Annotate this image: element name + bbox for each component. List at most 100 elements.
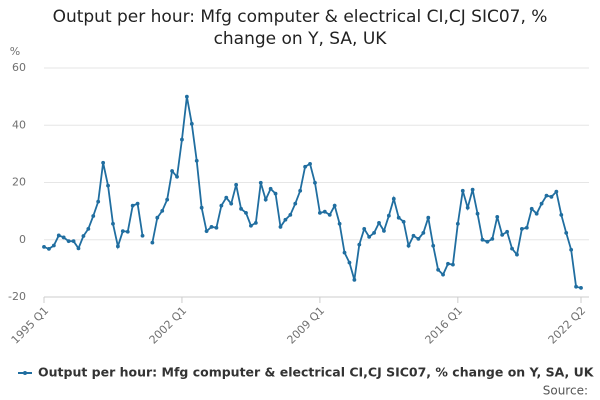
data-point (56, 233, 61, 238)
data-point (120, 229, 125, 234)
data-point (460, 188, 465, 193)
data-point (549, 194, 554, 199)
data-point (436, 267, 441, 272)
data-point (396, 215, 401, 220)
data-point (288, 212, 293, 217)
data-point (91, 214, 96, 218)
data-point (327, 212, 332, 217)
data-point (426, 215, 431, 220)
data-point (234, 182, 239, 187)
data-point (411, 233, 416, 238)
x-tick-label: 2002 Q1 (147, 304, 190, 347)
data-point (308, 161, 312, 166)
data-point (510, 246, 514, 251)
data-point (101, 160, 106, 165)
y-tick-label: -20 (8, 290, 26, 303)
data-point (71, 239, 76, 244)
legend-marker (23, 371, 27, 375)
data-point (451, 262, 455, 267)
x-tick-label: 2022 Q2 (546, 304, 589, 347)
y-tick-label: 60 (12, 61, 26, 74)
data-point (61, 235, 66, 240)
data-point (42, 245, 46, 249)
data-point (76, 246, 81, 251)
data-point (239, 206, 243, 211)
data-point (500, 232, 505, 237)
data-point (244, 210, 248, 215)
y-axis-label: % (10, 45, 20, 58)
data-point (313, 180, 317, 185)
x-tick-label: 1995 Q1 (9, 304, 52, 347)
data-point (180, 137, 184, 142)
data-point (490, 236, 495, 241)
data-point (534, 211, 539, 216)
data-point (199, 205, 204, 210)
data-point (224, 195, 229, 200)
data-point (367, 234, 372, 239)
x-tick-label: 2009 Q1 (285, 304, 328, 347)
data-point (165, 197, 170, 202)
data-point (298, 188, 303, 193)
data-point (515, 252, 519, 257)
data-point (155, 215, 160, 220)
source: Source: (543, 384, 588, 398)
data-point (337, 221, 342, 226)
data-point (278, 224, 283, 229)
data-point (574, 284, 578, 289)
data-point (106, 183, 110, 188)
data-point (160, 208, 165, 213)
data-point (135, 201, 140, 206)
data-point (111, 221, 115, 226)
data-point (130, 203, 135, 208)
data-point (175, 174, 179, 179)
data-point (524, 225, 529, 230)
data-point (470, 187, 475, 192)
data-point (401, 219, 406, 224)
legend-label: Output per hour: Mfg computer & electric… (38, 365, 595, 380)
data-point (480, 237, 485, 242)
data-point (485, 239, 490, 244)
data-point (569, 247, 574, 252)
data-point (184, 94, 189, 99)
data-point (446, 261, 450, 266)
data-point (125, 229, 130, 234)
data-point (352, 277, 357, 282)
data-point (519, 226, 524, 231)
data-point (475, 211, 480, 216)
data-point (273, 191, 278, 196)
data-point (322, 209, 327, 214)
data-point (372, 230, 376, 235)
data-point (431, 243, 436, 248)
data-point (81, 234, 86, 238)
data-point (416, 236, 421, 241)
data-point (189, 121, 194, 126)
y-tick-label: 40 (12, 118, 26, 131)
data-point (579, 285, 583, 290)
data-point (357, 242, 362, 247)
y-tick-label: 0 (19, 233, 26, 246)
data-point (140, 233, 145, 238)
data-point (258, 180, 263, 185)
data-point (115, 244, 120, 249)
data-point (219, 203, 224, 208)
data-point (332, 203, 337, 208)
data-point (386, 213, 391, 218)
data-point (465, 205, 470, 210)
data-point (347, 260, 352, 265)
data-point (421, 230, 426, 235)
data-point (495, 214, 500, 219)
x-tick-label: 2016 Q1 (423, 304, 466, 347)
data-point (406, 243, 411, 248)
data-point (47, 247, 51, 251)
data-point (263, 197, 268, 202)
data-point (505, 229, 510, 234)
data-point (283, 217, 288, 222)
data-point (362, 226, 367, 231)
data-point (342, 250, 347, 255)
data-point (529, 206, 534, 211)
data-point (544, 193, 549, 198)
data-point (194, 158, 199, 163)
data-point (293, 201, 298, 206)
